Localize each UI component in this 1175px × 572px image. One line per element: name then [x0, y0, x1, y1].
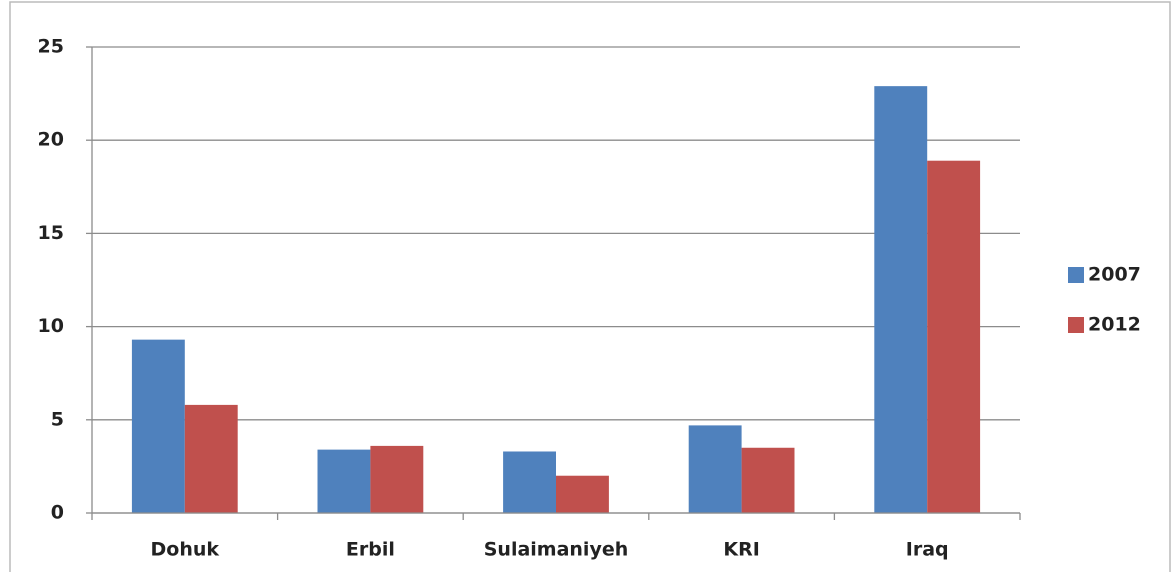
bar: [131, 339, 185, 513]
y-tick-label: 20: [38, 129, 64, 151]
x-tick-label: Iraq: [906, 539, 949, 561]
legend-label: 2007: [1088, 264, 1141, 286]
legend-label: 2012: [1088, 314, 1141, 336]
y-tick-label: 0: [51, 502, 64, 524]
bar: [927, 160, 981, 514]
y-tick-label: 5: [51, 408, 64, 430]
y-tick-label: 10: [38, 315, 64, 337]
chart-frame: [9, 1, 1171, 572]
x-tick-label: KRI: [723, 539, 759, 561]
bar: [688, 425, 742, 513]
bar: [556, 475, 609, 513]
legend-swatch: [1068, 267, 1084, 283]
x-tick-label: Erbil: [346, 539, 395, 561]
bar: [317, 449, 371, 513]
y-tick-label: 15: [38, 222, 64, 244]
bar: [184, 404, 238, 513]
bar: [370, 445, 424, 513]
legend-swatch: [1068, 317, 1084, 333]
bar: [503, 451, 556, 513]
x-tick-label: Dohuk: [151, 539, 220, 561]
x-tick-label: Sulaimaniyeh: [484, 539, 629, 561]
bar: [874, 86, 928, 514]
y-tick-label: 25: [38, 36, 64, 58]
bar: [741, 447, 795, 513]
